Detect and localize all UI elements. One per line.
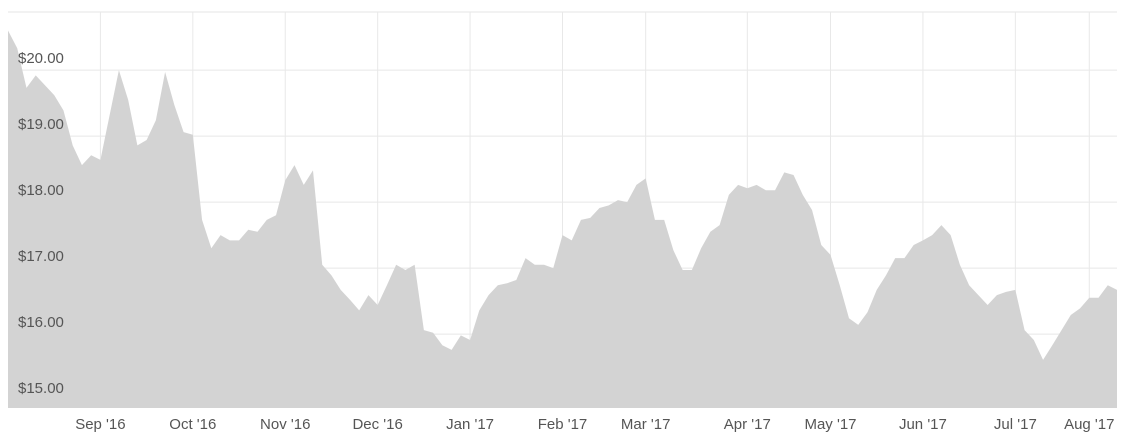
x-tick-label: Aug '17 <box>1064 416 1114 433</box>
area <box>8 30 1117 408</box>
y-tick-label: $17.00 <box>18 248 64 265</box>
x-tick-label: Feb '17 <box>538 416 588 433</box>
y-tick-label: $16.00 <box>18 314 64 331</box>
y-tick-label: $19.00 <box>18 116 64 133</box>
x-tick-label: Jul '17 <box>994 416 1037 433</box>
x-tick-label: Oct '16 <box>169 416 216 433</box>
x-tick-label: Nov '16 <box>260 416 310 433</box>
x-tick-label: Jan '17 <box>446 416 494 433</box>
x-tick-label: Apr '17 <box>724 416 771 433</box>
x-tick-label: Dec '16 <box>352 416 402 433</box>
x-tick-label: Mar '17 <box>621 416 671 433</box>
y-tick-label: $15.00 <box>18 380 64 397</box>
x-tick-label: May '17 <box>804 416 856 433</box>
y-tick-label: $18.00 <box>18 182 64 199</box>
x-tick-label: Sep '16 <box>75 416 125 433</box>
x-tick-label: Jun '17 <box>899 416 947 433</box>
y-tick-label: $20.00 <box>18 50 64 67</box>
